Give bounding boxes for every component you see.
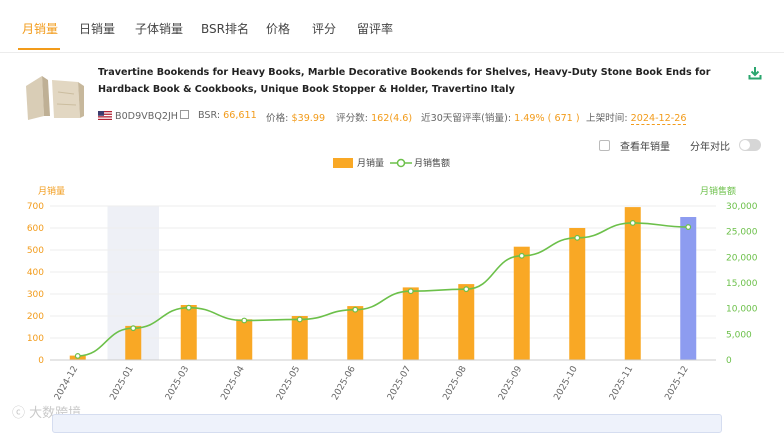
line-point-monthly-revenue [407,288,414,295]
reviews-value: 162(4.6) [371,113,413,124]
tab-bsr-rank[interactable]: BSR排名 [201,22,249,36]
launch-date: 2024-12-26 [630,113,687,125]
bar-monthly-sales [513,246,530,360]
bar-monthly-sales [402,287,419,360]
line-point-monthly-revenue [629,220,636,226]
line-point-monthly-revenue [685,224,692,230]
line-monthly-revenue [77,222,689,357]
yoy-label: 分年对比 [690,142,730,153]
x-tick-label: 2025-09 [497,364,525,402]
x-tick-label: 2025-11 [608,365,635,403]
review-rate-group: 近30天留评率(销量): 1.49% ( 671 ) [421,110,580,124]
y-axis-right-title: 月销售额 [700,187,737,197]
x-tick-label: 2025-05 [275,365,302,403]
tab-daily-sales[interactable]: 日销量 [79,22,116,36]
line-point-monthly-revenue [185,304,192,311]
y-right-tick-label: 0 [726,356,732,366]
line-point-monthly-revenue [241,317,248,324]
watermark-logo-icon: ⓒ [12,406,26,421]
legend-line-swatch[interactable] [390,157,412,169]
yearly-sales-checkbox[interactable] [599,140,610,151]
y-left-tick-label: 0 [38,356,44,366]
tab-price[interactable]: 价格 [266,22,291,36]
bar-monthly-sales [125,325,142,360]
price-label: 价格: [266,113,289,124]
line-point-monthly-revenue [574,234,581,241]
bar-monthly-sales [236,319,253,360]
bar-monthly-sales [680,217,697,360]
y-left-tick-label: 400 [27,268,44,278]
x-tick-label: 2025-03 [164,365,191,403]
y-left-tick-label: 600 [27,224,44,234]
bar-monthly-sales [291,316,308,360]
review-rate-label: 近30天留评率(销量): [421,113,512,124]
review-rate-value: 1.49% ( 671 ) [514,113,580,124]
active-tab-indicator [18,48,60,50]
x-tick-label: 2024-12 [53,365,80,403]
y-right-tick-label: 15,000 [726,279,758,289]
y-right-tick-label: 10,000 [726,305,758,315]
y-left-tick-label: 200 [27,312,44,322]
bar-monthly-sales [624,207,641,360]
price-value: $39.99 [291,113,326,124]
sales-chart: 0 100 200 300 400 500 600 700 0 5,000 10,000 15,000… [27,202,758,403]
x-tick-label: 2025-06 [330,364,358,402]
bar-monthly-sales [180,305,197,360]
y-axis-left-title: 月销量 [38,187,66,197]
y-left-tick-label: 700 [27,202,44,212]
line-point-monthly-revenue [463,286,470,293]
line-point-monthly-revenue [352,306,359,313]
x-tick-label: 2025-08 [441,364,469,402]
line-point-monthly-revenue [518,252,525,259]
y-right-tick-label: 20,000 [726,253,758,263]
product-image[interactable] [22,72,86,122]
legend-line-label[interactable]: 月销售额 [414,159,451,169]
legend-bar-swatch[interactable] [333,158,353,168]
line-point-monthly-revenue [296,316,303,323]
x-tick-label: 2025-12 [663,365,690,403]
asin-group: B0D9VBQ2JH [98,110,190,122]
tab-monthly-sales[interactable]: 月销量 [22,22,59,36]
yearly-sales-label: 查看年销量 [620,142,670,153]
toggle-knob [740,140,750,150]
yearly-sales-option[interactable]: 查看年销量 [599,138,670,153]
yoy-toggle[interactable] [739,139,761,151]
bar-monthly-sales [347,306,364,360]
x-tick-label: 2025-04 [219,364,247,402]
launch-group: 上架时间: 2024-12-26 [586,110,687,125]
y-left-tick-label: 100 [27,334,44,344]
price-group: 价格: $39.99 [266,110,325,124]
line-point-monthly-revenue [130,325,137,332]
tab-review-rate[interactable]: 留评率 [357,22,394,36]
us-flag-icon [98,111,112,120]
y-right-tick-label: 5,000 [726,330,752,340]
y-right-tick-label: 25,000 [726,228,758,238]
line-point-monthly-revenue [74,352,81,359]
chart-zoom-slider[interactable] [52,414,722,433]
x-tick-label: 2025-01 [108,365,135,403]
y-left-tick-label: 300 [27,290,44,300]
launch-label: 上架时间: [586,113,628,124]
tab-variant-sales[interactable]: 子体销量 [135,22,184,36]
tab-bar: 月销量 日销量 子体销量 BSR排名 价格 评分 留评率 [0,0,784,53]
bar-monthly-sales [458,284,475,360]
bar-monthly-sales [569,228,586,360]
y-left-tick-label: 500 [27,246,44,256]
reviews-label: 评分数: [336,113,369,124]
bsr-label: BSR: [198,110,221,121]
y-right-tick-label: 30,000 [726,202,758,212]
x-tick-label: 2025-07 [386,365,413,403]
product-title[interactable]: Travertine Bookends for Heavy Books, Mar… [98,67,711,95]
tab-rating[interactable]: 评分 [312,22,337,36]
external-link-icon[interactable] [180,110,190,119]
legend-bar-label[interactable]: 月销量 [357,159,385,169]
reviews-group: 评分数: 162(4.6) [336,110,412,124]
bsr-value: 66,611 [223,110,257,121]
download-icon[interactable] [748,66,762,80]
asin[interactable]: B0D9VBQ2JH [115,111,179,122]
x-tick-label: 2025-10 [552,364,580,402]
bsr-group: BSR: 66,611 [198,110,257,121]
